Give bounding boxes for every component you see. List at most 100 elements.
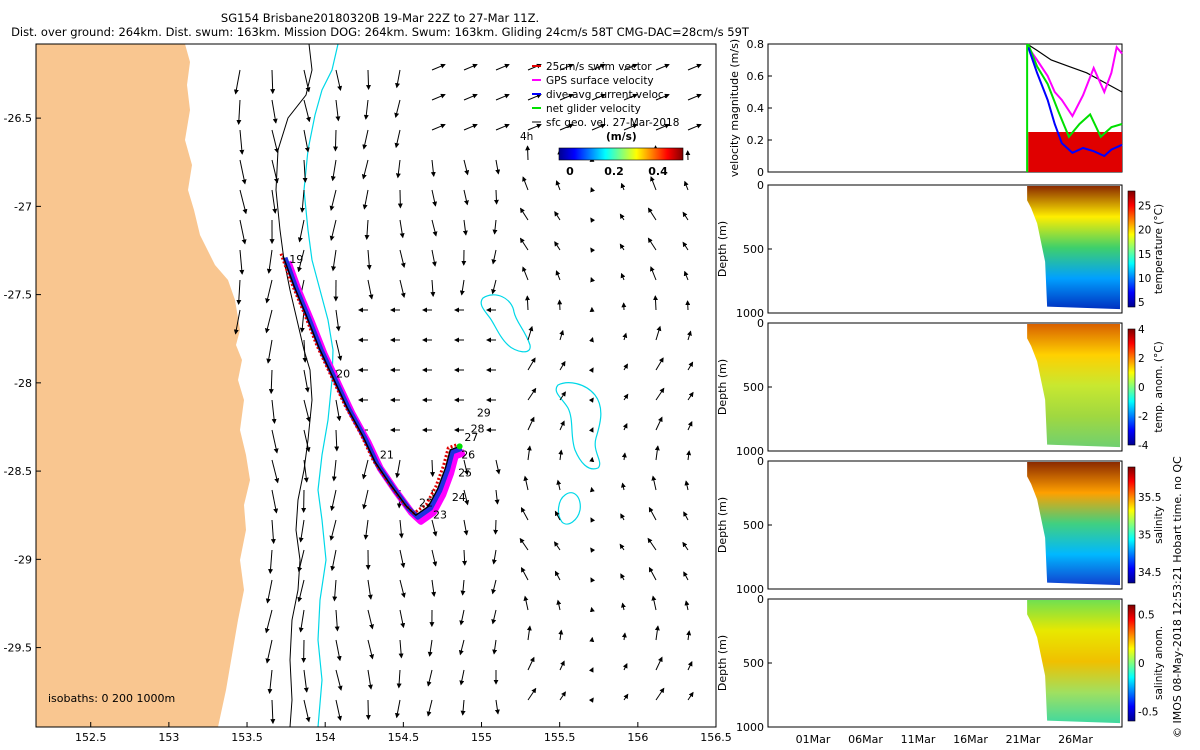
current-vector-arrow: [367, 609, 374, 630]
current-vector-arrow: [559, 329, 565, 341]
date-tick-label: 16Mar: [953, 733, 988, 746]
current-vector-arrow: [686, 630, 692, 641]
colorbar-tick-label: 34.5: [1138, 567, 1161, 579]
current-vector-arrow: [427, 639, 433, 657]
current-vector-arrow: [495, 459, 501, 475]
current-vector-arrow: [331, 249, 337, 272]
colorbar-tick-label: 0.5: [1138, 610, 1155, 622]
current-vector-arrow: [554, 541, 561, 551]
section-colorbar: [1127, 604, 1136, 722]
current-vector-arrow: [367, 279, 374, 300]
current-vector-arrow: [462, 219, 468, 236]
current-vector-arrow: [330, 159, 337, 182]
colorbar-tick-label: 0: [1138, 658, 1145, 670]
current-vector-arrow: [651, 595, 657, 611]
current-vector-arrow: [458, 639, 465, 656]
current-vector-arrow: [302, 339, 308, 363]
current-vector-arrow: [303, 429, 311, 453]
current-vector-arrow: [493, 189, 499, 205]
current-vector-arrow: [620, 182, 626, 191]
section-ytick-label: 1000: [736, 583, 764, 596]
current-vector-arrow: [648, 506, 657, 521]
map-xtick-label: 153.5: [231, 731, 263, 744]
current-vector-arrow: [335, 69, 343, 92]
current-vector-arrow: [687, 123, 702, 131]
track-day-label: 29: [477, 406, 491, 419]
track-day-label: 26: [461, 449, 475, 462]
current-vector-arrow: [334, 429, 340, 452]
map-y-ticks: -26.5 -27 -27.5 -28 -28.5 -29 -29.5: [4, 112, 41, 655]
legend-entry-gps: GPS surface velocity: [546, 75, 654, 87]
current-vector-arrow: [655, 387, 665, 401]
map-xtick-label: 155: [471, 731, 492, 744]
current-vector-arrow: [519, 537, 529, 551]
current-vector-arrow: [650, 176, 657, 191]
current-vector-arrow: [463, 63, 478, 71]
colorbar-tick-label: 20: [1138, 225, 1151, 237]
current-vector-arrow: [431, 219, 438, 237]
current-vector-arrow: [623, 123, 638, 131]
velocity-series-line: [1027, 43, 1123, 139]
current-vector-arrow: [526, 625, 532, 641]
current-vector-arrow: [591, 93, 606, 101]
figure-subtitle: Dist. over ground: 264km. Dist. swum: 16…: [11, 25, 749, 39]
current-vector-arrow: [621, 452, 627, 461]
map-xtick-label: 153: [158, 731, 179, 744]
current-vector-arrow: [590, 517, 596, 523]
isobath-1000m: [303, 44, 339, 727]
current-vector-arrow: [367, 639, 375, 660]
current-vector-arrow: [655, 416, 663, 431]
current-vector-arrow: [236, 99, 242, 125]
section-ylabel: Depth (m): [716, 221, 729, 277]
current-vector-arrow: [364, 219, 370, 241]
current-vector-arrow: [271, 99, 278, 124]
current-vector-arrow: [335, 339, 343, 361]
current-vector-arrow: [620, 482, 626, 491]
current-vector-arrow: [556, 599, 562, 611]
current-vector-arrow: [684, 480, 690, 491]
map-ytick-label: -29: [14, 553, 32, 566]
current-vector-arrow: [522, 266, 529, 281]
section-colorbar: [1127, 190, 1136, 308]
section-ytick-label: 1000: [736, 307, 764, 320]
current-vector-arrow: [651, 475, 657, 491]
current-vector-arrow: [492, 219, 498, 235]
colorbar-tick-label: 4: [1138, 324, 1145, 336]
current-vector-arrow: [271, 459, 280, 484]
current-vector-arrow: [655, 93, 670, 101]
current-vector-arrow: [303, 399, 311, 423]
current-vector-arrow: [334, 609, 340, 632]
current-vector-arrow: [431, 249, 437, 267]
current-vector-arrow: [395, 69, 401, 89]
current-vector-arrow: [687, 63, 702, 71]
eddy-contour-2: [555, 382, 602, 470]
current-vector-arrow: [365, 69, 371, 91]
current-vector-arrow: [687, 93, 702, 101]
colorbar-tick-label: 0: [1138, 382, 1145, 394]
current-vector-arrow: [494, 489, 500, 505]
current-vector-arrow: [491, 579, 497, 595]
current-vector-arrow: [460, 699, 466, 716]
current-vector-arrow: [266, 339, 273, 364]
current-vector-arrow: [297, 249, 305, 273]
credit-text: © IMOS 08-May-2018 12:53:21 Hobart time.…: [1171, 456, 1184, 738]
current-vector-arrow: [683, 180, 689, 191]
colorbar-tick-label: 10: [1138, 273, 1151, 285]
current-vector-arrow: [526, 445, 532, 461]
current-vector-arrow: [492, 639, 498, 655]
current-vector-arrow: [264, 309, 273, 334]
colorbar-prefix: 4h: [520, 131, 533, 143]
current-vector-arrow: [686, 450, 692, 461]
legend-entry-net: net glider velocity: [546, 103, 641, 115]
colorbar-tick-2: 0.4: [648, 165, 668, 178]
velocity-ylabel: velocity magnitude (m/s): [728, 39, 741, 177]
section-data-field: [1027, 600, 1120, 724]
current-vector-arrow: [394, 699, 401, 719]
current-vector-arrow: [394, 129, 401, 149]
current-vector-arrow: [270, 699, 276, 725]
current-vector-arrow: [687, 691, 694, 701]
section-data-field: [1027, 324, 1120, 448]
